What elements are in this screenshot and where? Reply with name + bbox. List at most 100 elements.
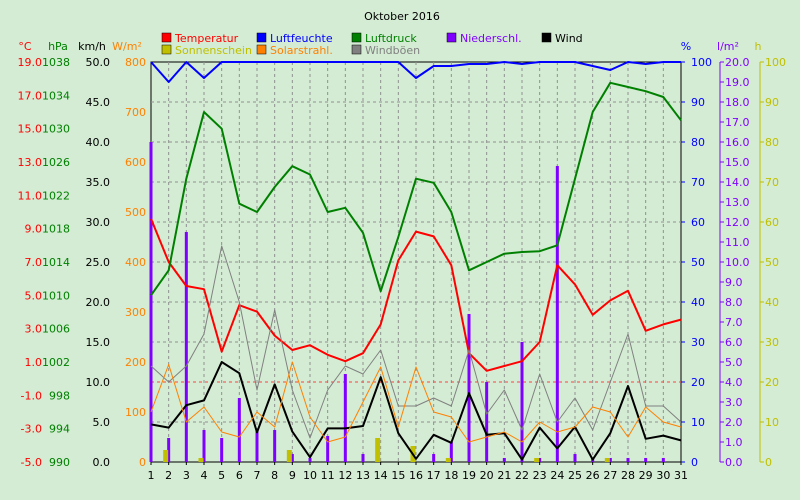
y-tick-label-wind: 45.0 bbox=[86, 96, 111, 109]
legend-swatch bbox=[351, 32, 362, 43]
y-tick-label-pressure: 1034 bbox=[42, 89, 70, 102]
x-tick-label: 22 bbox=[515, 469, 529, 482]
axis-unit-sunshine: h bbox=[755, 40, 762, 53]
y-tick-label-humidity: 0 bbox=[691, 456, 698, 469]
x-tick-label: 15 bbox=[391, 469, 405, 482]
bar-niederschl- bbox=[626, 458, 630, 462]
bar-niederschl- bbox=[202, 430, 206, 462]
y-tick-label-temperature: -1.0 bbox=[21, 389, 42, 402]
y-tick-label-solar: 400 bbox=[125, 256, 146, 269]
x-tick-label: 28 bbox=[621, 469, 635, 482]
y-tick-label-sunshine: 80 bbox=[765, 136, 779, 149]
x-tick-label: 5 bbox=[218, 469, 225, 482]
y-tick-label-pressure: 998 bbox=[49, 389, 70, 402]
x-tick-label: 25 bbox=[568, 469, 582, 482]
axis-unit-wind: km/h bbox=[78, 40, 106, 53]
x-tick-label: 3 bbox=[183, 469, 190, 482]
y-tick-label-temperature: 5.0 bbox=[25, 289, 43, 302]
y-tick-label-wind: 50.0 bbox=[86, 56, 111, 69]
y-tick-label-sunshine: 90 bbox=[765, 96, 779, 109]
y-tick-label-solar: 600 bbox=[125, 156, 146, 169]
y-tick-label-pressure: 1030 bbox=[42, 123, 70, 136]
y-tick-label-pressure: 1006 bbox=[42, 323, 70, 336]
bar-sonnenschein bbox=[286, 450, 292, 462]
legend-swatch bbox=[161, 44, 172, 55]
bar-sonnenschein bbox=[534, 458, 540, 462]
y-tick-label-wind: 25.0 bbox=[86, 256, 111, 269]
y-tick-label-sunshine: 70 bbox=[765, 176, 779, 189]
y-tick-label-wind: 5.0 bbox=[93, 416, 111, 429]
y-tick-label-sunshine: 0 bbox=[765, 456, 772, 469]
legend: Temperatur Luftfeuchte Luftdruck Niederschl… bbox=[161, 32, 583, 57]
bar-series bbox=[149, 142, 665, 462]
y-tick-label-solar: 800 bbox=[125, 56, 146, 69]
y-tick-label-temperature: 1.0 bbox=[25, 356, 43, 369]
x-tick-label: 18 bbox=[444, 469, 458, 482]
legend-label: Temperatur bbox=[174, 32, 239, 45]
x-tick-label: 4 bbox=[201, 469, 208, 482]
series-line-luftdruck bbox=[150, 81, 682, 296]
axis-unit-humidity: % bbox=[681, 40, 691, 53]
x-tick-label: 24 bbox=[550, 469, 564, 482]
y-tick-label-precip: 9.0 bbox=[725, 276, 743, 289]
x-tick-label: 16 bbox=[409, 469, 423, 482]
bar-niederschl- bbox=[467, 314, 471, 462]
y-tick-label-pressure: 1002 bbox=[42, 356, 70, 369]
y-tick-label-temperature: 9.0 bbox=[25, 223, 43, 236]
series-line-windb-en bbox=[150, 245, 682, 439]
y-tick-label-sunshine: 30 bbox=[765, 336, 779, 349]
bar-niederschl- bbox=[555, 166, 559, 462]
y-tick-label-wind: 0.0 bbox=[93, 456, 111, 469]
y-tick-label-precip: 17.0 bbox=[725, 116, 750, 129]
bar-sonnenschein bbox=[445, 458, 451, 462]
y-tick-label-humidity: 60 bbox=[691, 216, 705, 229]
y-tick-label-precip: 10.0 bbox=[725, 256, 750, 269]
x-tick-label: 10 bbox=[303, 469, 317, 482]
y-tick-label-temperature: 13.0 bbox=[18, 156, 43, 169]
x-tick-label: 19 bbox=[462, 469, 476, 482]
y-tick-label-precip: 6.0 bbox=[725, 336, 743, 349]
x-tick-label: 29 bbox=[639, 469, 653, 482]
bar-sonnenschein bbox=[375, 438, 381, 462]
bar-sonnenschein bbox=[163, 450, 169, 462]
x-tick-label: 1 bbox=[148, 469, 155, 482]
y-tick-label-humidity: 70 bbox=[691, 176, 705, 189]
y-tick-label-humidity: 100 bbox=[691, 56, 712, 69]
y-tick-label-precip: 20.0 bbox=[725, 56, 750, 69]
y-tick-label-sunshine: 20 bbox=[765, 376, 779, 389]
legend-swatch bbox=[256, 44, 267, 55]
y-tick-label-sunshine: 100 bbox=[765, 56, 786, 69]
y-tick-label-precip: 15.0 bbox=[725, 156, 750, 169]
y-tick-label-precip: 3.0 bbox=[725, 396, 743, 409]
axis-unit-precip: l/m² bbox=[717, 40, 739, 53]
y-tick-label-precip: 11.0 bbox=[725, 236, 750, 249]
y-tick-label-humidity: 90 bbox=[691, 96, 705, 109]
legend-label: Sonnenschein bbox=[175, 44, 252, 57]
legend-label: Wind bbox=[555, 32, 583, 45]
legend-swatch bbox=[161, 32, 172, 43]
y-tick-label-precip: 5.0 bbox=[725, 356, 743, 369]
bar-sonnenschein bbox=[604, 458, 610, 462]
y-tick-label-humidity: 80 bbox=[691, 136, 705, 149]
y-tick-label-wind: 20.0 bbox=[86, 296, 111, 309]
legend-label: Niederschl. bbox=[460, 32, 522, 45]
x-tick-label: 23 bbox=[533, 469, 547, 482]
bar-niederschl- bbox=[520, 342, 524, 462]
y-tick-label-precip: 2.0 bbox=[725, 416, 743, 429]
y-tick-label-pressure: 994 bbox=[49, 423, 70, 436]
x-tick-label: 8 bbox=[271, 469, 278, 482]
bar-niederschl- bbox=[432, 454, 436, 462]
y-tick-label-humidity: 40 bbox=[691, 296, 705, 309]
bar-niederschl- bbox=[449, 442, 453, 462]
legend-swatch bbox=[541, 32, 552, 43]
y-tick-label-pressure: 1014 bbox=[42, 256, 70, 269]
axis-unit-temperature: °C bbox=[18, 40, 32, 53]
y-tick-label-humidity: 50 bbox=[691, 256, 705, 269]
bar-niederschl- bbox=[644, 458, 648, 462]
legend-label: Windböen bbox=[365, 44, 420, 57]
y-tick-label-solar: 700 bbox=[125, 106, 146, 119]
y-tick-label-sunshine: 60 bbox=[765, 216, 779, 229]
y-tick-label-sunshine: 10 bbox=[765, 416, 779, 429]
bar-niederschl- bbox=[290, 454, 294, 462]
